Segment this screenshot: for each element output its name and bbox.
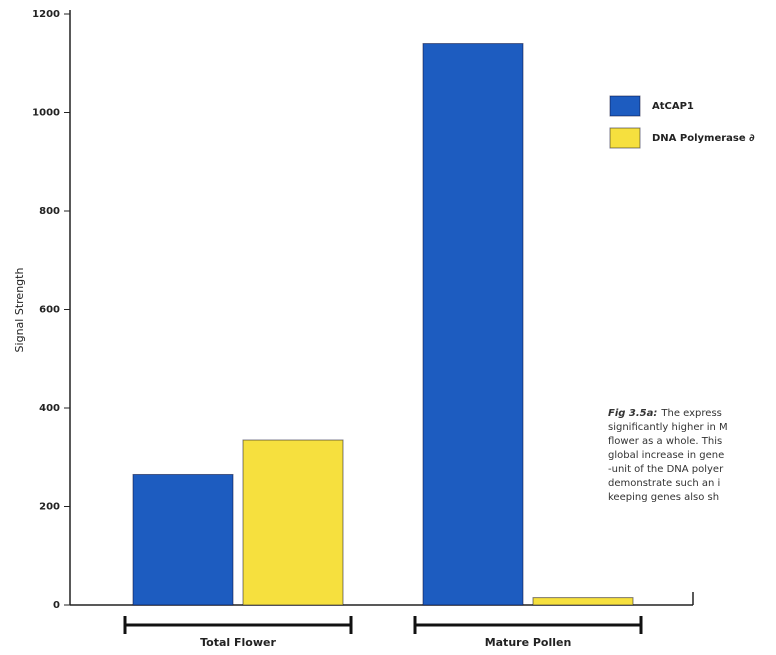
bar xyxy=(422,43,524,606)
caption-line: -unit of the DNA polyer xyxy=(608,464,724,475)
x-tick-label: Total Flower xyxy=(200,636,276,649)
legend-label: DNA Polymerase ∂ xyxy=(652,133,755,144)
y-tick-label: 1200 xyxy=(32,9,60,20)
caption-line: demonstrate such an i xyxy=(608,478,720,489)
y-tick-label: 200 xyxy=(39,502,60,513)
x-tick-label: Mature Pollen xyxy=(485,636,572,649)
caption-line: flower as a whole. This xyxy=(608,436,722,447)
y-tick-label: 1000 xyxy=(32,108,60,119)
caption-line: global increase in gene xyxy=(608,450,724,461)
legend-swatch xyxy=(609,127,641,149)
caption-line: keeping genes also sh xyxy=(608,492,719,503)
y-tick-label: 800 xyxy=(39,206,60,217)
y-tick-label: 600 xyxy=(39,305,60,316)
caption-text: The express xyxy=(660,408,721,419)
legend-swatch xyxy=(609,95,641,117)
y-axis-label: Signal Strength xyxy=(13,268,26,353)
bar xyxy=(242,439,344,606)
y-tick-label: 0 xyxy=(53,600,60,611)
caption-line: significantly higher in M xyxy=(608,422,728,433)
y-tick-label: 400 xyxy=(39,403,60,414)
bar xyxy=(132,473,234,606)
legend-label: AtCAP1 xyxy=(652,101,694,112)
caption-line: Fig 3.5a: The express xyxy=(608,408,722,419)
caption-label: Fig 3.5a: xyxy=(608,408,657,419)
bar xyxy=(532,597,634,606)
